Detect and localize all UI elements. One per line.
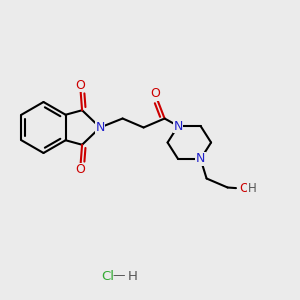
- Text: O: O: [151, 87, 160, 100]
- Text: N: N: [173, 119, 183, 133]
- Text: N: N: [196, 152, 205, 166]
- Text: O: O: [76, 163, 85, 176]
- Text: N: N: [95, 121, 105, 134]
- Text: H: H: [248, 182, 257, 195]
- Text: Cl: Cl: [101, 269, 114, 283]
- Text: O: O: [76, 79, 85, 92]
- Text: —: —: [112, 269, 125, 283]
- Text: H: H: [128, 269, 137, 283]
- Text: O: O: [239, 182, 249, 196]
